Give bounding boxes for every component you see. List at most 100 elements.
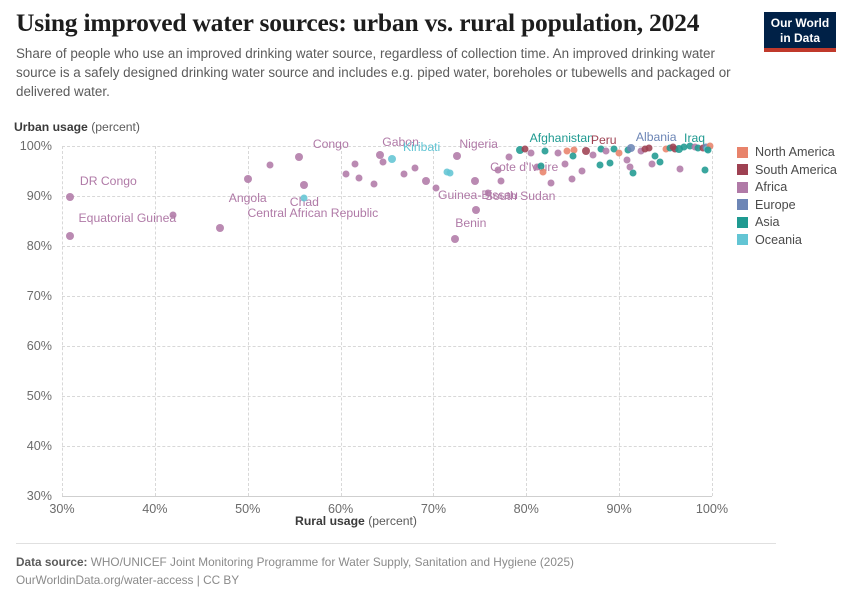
scatter-point-label: Afghanistan — [529, 131, 594, 145]
scatter-point[interactable] — [597, 145, 605, 152]
scatter-point-label: Kiribati — [403, 139, 441, 154]
scatter-point[interactable] — [505, 153, 513, 160]
y-axis-tick-label: 90% — [26, 189, 52, 203]
scatter-point[interactable] — [602, 147, 610, 154]
scatter-point[interactable] — [342, 170, 350, 178]
scatter-point[interactable] — [422, 177, 430, 185]
scatter-point[interactable] — [669, 143, 677, 151]
scatter-point[interactable] — [674, 144, 683, 153]
scatter-point[interactable] — [704, 146, 712, 153]
page-title: Using improved water sources: urban vs. … — [16, 8, 700, 37]
scatter-point[interactable] — [446, 169, 454, 177]
scatter-point[interactable] — [515, 146, 524, 154]
y-gridline — [62, 196, 712, 197]
scatter-point[interactable] — [581, 147, 590, 155]
scatter-point[interactable] — [169, 211, 177, 218]
x-axis-tick-label: 50% — [235, 502, 261, 516]
scatter-point[interactable] — [596, 161, 604, 169]
scatter-point[interactable] — [471, 176, 480, 185]
scatter-point[interactable] — [569, 152, 577, 159]
legend-item-asia[interactable]: Asia — [737, 215, 837, 229]
scatter-point[interactable] — [641, 145, 649, 153]
scatter-point[interactable] — [379, 158, 387, 166]
scatter-point[interactable] — [680, 143, 688, 151]
scatter-point[interactable] — [300, 180, 309, 189]
scatter-point[interactable] — [637, 147, 644, 154]
scatter-point[interactable] — [484, 189, 492, 196]
legend-item-label: South America — [755, 162, 837, 177]
legend-item-north-america[interactable]: North America — [737, 145, 837, 159]
scatter-point[interactable] — [351, 160, 358, 168]
scatter-point[interactable] — [387, 155, 396, 163]
scatter-point[interactable] — [570, 146, 578, 153]
owid-logo[interactable]: Our World in Data — [764, 12, 836, 52]
scatter-point[interactable] — [563, 147, 571, 155]
scatter-point[interactable] — [66, 232, 75, 240]
scatter-point[interactable] — [539, 168, 547, 175]
scatter-point[interactable] — [686, 142, 694, 150]
scatter-point[interactable] — [554, 149, 562, 156]
scatter-point[interactable] — [215, 223, 224, 232]
scatter-point[interactable] — [537, 162, 545, 169]
scatter-point[interactable] — [411, 164, 419, 172]
scatter-point[interactable] — [676, 165, 684, 173]
scatter-point[interactable] — [568, 175, 576, 183]
scatter-point[interactable] — [300, 194, 308, 201]
y-axis-tick-label: 50% — [26, 389, 52, 403]
legend-item-africa[interactable]: Africa — [737, 180, 837, 194]
y-gridline — [62, 246, 712, 247]
scatter-point[interactable] — [472, 205, 481, 214]
scatter-point[interactable] — [561, 160, 569, 168]
scatter-point[interactable] — [629, 169, 637, 177]
scatter-point[interactable] — [651, 152, 659, 160]
scatter-point[interactable] — [494, 166, 501, 174]
scatter-point[interactable] — [266, 161, 274, 168]
scatter-point[interactable] — [589, 151, 597, 158]
scatter-point[interactable] — [648, 160, 656, 168]
y-axis-tick-label: 100% — [19, 139, 52, 153]
scatter-point-label: Albania — [635, 130, 677, 144]
scatter-point[interactable] — [626, 163, 634, 170]
scatter-point[interactable] — [606, 159, 614, 167]
scatter-point[interactable] — [623, 156, 631, 164]
scatter-point[interactable] — [66, 193, 75, 201]
attribution-line[interactable]: OurWorldinData.org/water-access | CC BY — [16, 573, 240, 588]
scatter-point[interactable] — [627, 144, 636, 152]
scatter-point[interactable] — [533, 163, 540, 171]
y-gridline — [62, 296, 712, 297]
x-gridline — [619, 146, 621, 496]
x-axis-title-bold: Rural usage — [295, 514, 365, 528]
scatter-point[interactable] — [400, 170, 408, 177]
scatter-point[interactable] — [370, 180, 378, 188]
x-gridline — [526, 146, 528, 496]
scatter-point[interactable] — [450, 234, 459, 243]
scatter-point[interactable] — [615, 149, 623, 156]
scatter-point[interactable] — [375, 151, 384, 159]
x-axis-tick-label: 30% — [49, 502, 75, 516]
scatter-point-label: Gabon — [382, 135, 419, 149]
scatter-point[interactable] — [521, 145, 529, 153]
scatter-point[interactable] — [243, 174, 252, 183]
legend-item-europe[interactable]: Europe — [737, 198, 837, 212]
scatter-point[interactable] — [541, 147, 549, 155]
legend-item-label: North America — [755, 145, 835, 159]
scatter-point[interactable] — [656, 158, 664, 165]
scatter-point[interactable] — [662, 145, 670, 152]
scatter-point[interactable] — [610, 145, 618, 153]
scatter-point[interactable] — [694, 144, 702, 151]
scatter-point[interactable] — [578, 167, 586, 175]
scatter-point[interactable] — [527, 149, 535, 157]
scatter-point[interactable] — [701, 166, 709, 174]
scatter-point[interactable] — [355, 174, 363, 182]
scatter-point[interactable] — [294, 153, 303, 161]
legend-item-oceania[interactable]: Oceania — [737, 233, 837, 247]
continent-legend: North America South America Africa Europe As… — [737, 145, 837, 251]
scatter-point[interactable] — [497, 177, 505, 185]
scatter-point[interactable] — [432, 184, 440, 192]
x-gridline — [247, 146, 249, 496]
y-gridline — [62, 446, 712, 447]
scatter-point[interactable] — [645, 144, 653, 151]
scatter-point[interactable] — [452, 152, 461, 160]
scatter-point[interactable] — [547, 179, 555, 187]
legend-item-south-america[interactable]: South America — [737, 163, 837, 177]
